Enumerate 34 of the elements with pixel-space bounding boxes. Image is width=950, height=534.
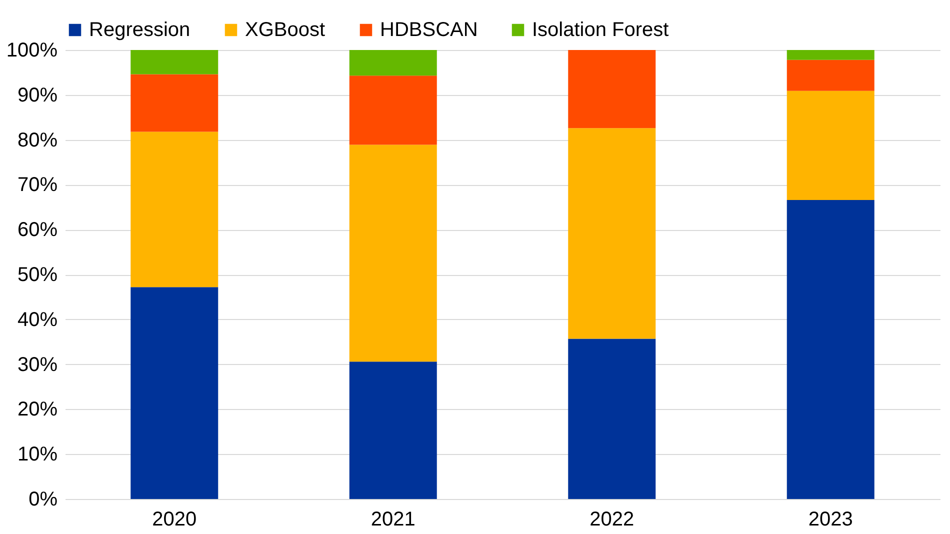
y-tick-label: 80% bbox=[17, 129, 58, 152]
y-tick-label: 20% bbox=[17, 398, 58, 421]
bar bbox=[786, 60, 874, 91]
bar bbox=[786, 50, 874, 60]
legend-label: Isolation Forest bbox=[532, 19, 670, 41]
bar bbox=[568, 50, 656, 128]
y-tick-label: 40% bbox=[17, 308, 58, 331]
bar bbox=[130, 287, 218, 499]
x-tick-label: 2020 bbox=[152, 508, 197, 530]
bar bbox=[786, 200, 874, 499]
y-tick-label: 50% bbox=[17, 264, 58, 286]
bar bbox=[130, 74, 218, 132]
bar bbox=[568, 128, 656, 339]
legend-label: Regression bbox=[89, 19, 190, 41]
bar bbox=[349, 50, 437, 76]
y-tick-label: 10% bbox=[17, 444, 58, 466]
y-tick-label: 100% bbox=[6, 40, 58, 62]
bar bbox=[786, 90, 874, 200]
bar bbox=[130, 50, 218, 74]
bar bbox=[349, 362, 437, 499]
y-tick-label: 30% bbox=[17, 354, 58, 376]
y-tick-label: 60% bbox=[17, 219, 58, 242]
y-tick-label: 70% bbox=[17, 174, 58, 196]
y-tick-label: 0% bbox=[28, 488, 58, 510]
bar bbox=[130, 132, 218, 288]
bar bbox=[568, 338, 656, 499]
bar bbox=[349, 144, 437, 362]
x-tick-label: 2021 bbox=[370, 508, 416, 530]
bar bbox=[349, 76, 437, 145]
legend-label: XGBoost bbox=[245, 19, 326, 41]
legend-label: HDBSCAN bbox=[380, 19, 478, 41]
x-tick-label: 2022 bbox=[590, 508, 634, 530]
x-tick-label: 2023 bbox=[808, 508, 853, 530]
y-tick-label: 90% bbox=[17, 84, 58, 106]
